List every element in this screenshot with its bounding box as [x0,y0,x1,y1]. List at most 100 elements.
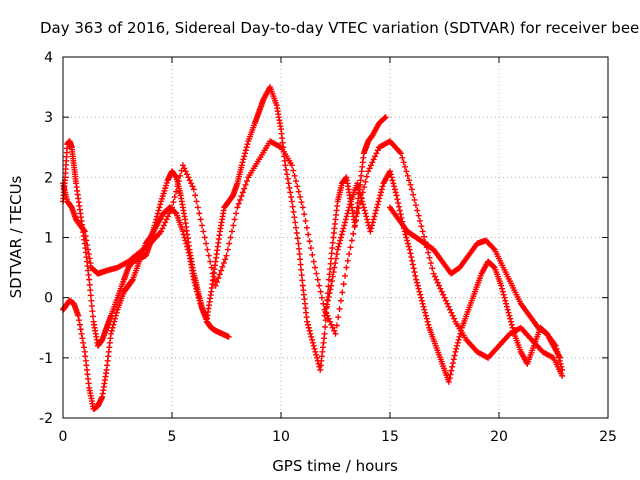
data-point [418,223,425,230]
data-point [421,306,428,313]
data-point [322,308,329,315]
data-point [553,345,560,352]
data-point [555,351,562,358]
data-point [238,162,245,169]
data-point [288,198,295,205]
data-point [88,302,95,309]
data-point [312,264,319,271]
data-point [295,188,302,195]
data-point [505,309,512,316]
data-point [207,258,214,265]
data-point [369,159,376,166]
data-point [219,263,226,270]
data-point [373,150,380,157]
data-point [242,147,249,154]
data-point [309,336,316,343]
data-point [397,150,404,157]
data-point [373,204,380,211]
data-point [293,229,300,236]
data-point [326,290,333,297]
data-point [409,257,416,264]
data-point [209,270,216,277]
data-point [411,196,418,203]
data-point [411,269,418,276]
data-point [306,327,313,334]
data-point [192,192,199,199]
data-point [445,303,452,310]
data-point [177,172,184,179]
data-point [508,321,515,328]
data-point [231,216,238,223]
data-point [313,351,320,358]
data-point [284,175,291,182]
data-point [304,321,311,328]
data-point [297,261,304,268]
data-point [337,237,344,244]
data-point [421,233,428,240]
data-point [423,315,430,322]
data-point [337,297,344,304]
data-point [294,183,301,190]
data-point [387,171,394,178]
data-point [393,192,400,199]
data-point [330,269,337,276]
data-point [164,213,171,220]
data-point [366,165,373,172]
data-point [81,228,88,235]
data-point [351,223,358,230]
data-point [350,230,357,237]
x-tick-label: 20 [490,429,508,445]
data-point [389,177,396,184]
data-point [158,228,165,235]
data-point [426,254,433,261]
data-point [346,251,353,258]
data-point [290,167,297,174]
data-point [338,231,345,238]
data-point [286,184,293,191]
data-point [80,344,87,351]
data-point [175,178,182,185]
data-point [203,240,210,247]
data-point [310,342,317,349]
data-point [167,207,174,214]
data-point [391,183,398,190]
data-point [404,240,411,247]
data-point [238,193,245,200]
data-point [288,162,295,169]
data-point [156,204,163,211]
data-point [372,153,379,160]
data-point [448,309,455,316]
data-point [189,183,196,190]
data-point [308,333,315,340]
data-point [446,306,453,313]
data-point [414,282,421,289]
y-tick-label: 3 [44,110,53,126]
data-point [87,292,94,299]
data-point [364,216,371,223]
data-point [340,281,347,288]
data-point [218,267,225,274]
data-point [200,228,207,235]
data-point [407,181,414,188]
data-point [323,305,330,312]
data-point [412,202,419,209]
data-point [436,282,443,289]
data-point [425,249,432,256]
data-point [237,196,244,203]
data-point [490,245,497,252]
data-point [193,198,200,205]
data-point [309,339,316,346]
data-point [339,228,346,235]
data-point [558,363,565,370]
data-point [509,324,516,331]
data-point [500,291,507,298]
data-point [396,207,403,214]
data-point [296,251,303,258]
data-point [185,174,192,181]
x-axis-label: GPS time / hours [272,457,398,475]
data-point [352,217,359,224]
data-point [359,198,366,205]
data-point [204,246,211,253]
data-point [86,276,93,283]
data-point [212,282,219,289]
